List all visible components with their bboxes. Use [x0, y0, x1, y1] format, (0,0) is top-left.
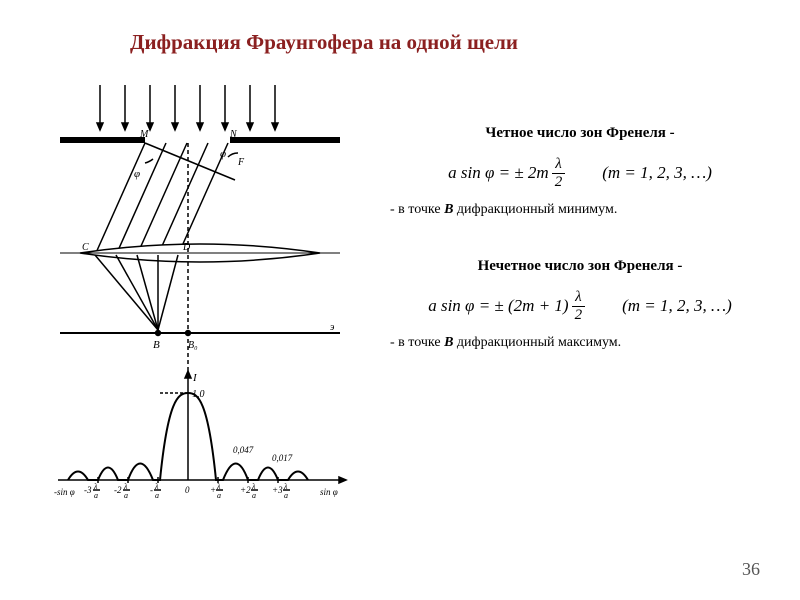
svg-text:a: a	[124, 491, 128, 500]
page-title: Дифракция Фраунгофера на одной щели	[0, 0, 800, 55]
svg-text:э: э	[330, 322, 335, 333]
svg-text:0: 0	[185, 485, 190, 495]
svg-text:-3: -3	[84, 485, 92, 495]
svg-text:a: a	[217, 491, 221, 500]
even-subtitle: Четное число зон Френеля -	[390, 125, 770, 142]
odd-subtitle: Нечетное число зон Френеля -	[390, 258, 770, 275]
svg-text:+2: +2	[240, 485, 251, 495]
even-caption: - в точке B дифракционный минимум.	[390, 202, 770, 218]
svg-text:B₀: B₀	[188, 340, 198, 351]
svg-text:0,047: 0,047	[233, 445, 254, 455]
content-region: M N F φ φ C D	[0, 55, 800, 505]
svg-text:0,017: 0,017	[272, 453, 293, 463]
odd-formula: a sin φ = ± (2m + 1) λ2 (m = 1, 2, 3, …)	[390, 289, 770, 323]
svg-text:φ: φ	[220, 148, 226, 160]
svg-text:+3: +3	[272, 485, 283, 495]
svg-text:a: a	[94, 491, 98, 500]
svg-text:1,0: 1,0	[192, 389, 205, 400]
svg-text:I: I	[192, 372, 198, 384]
svg-text:D: D	[182, 242, 191, 253]
svg-text:N: N	[229, 129, 238, 140]
svg-text:φ: φ	[134, 168, 140, 180]
svg-text:a: a	[155, 491, 159, 500]
page-number: 36	[742, 559, 760, 580]
odd-caption: - в точке B дифракционный максимум.	[390, 335, 770, 351]
svg-text:a: a	[252, 491, 256, 500]
svg-text:sin φ: sin φ	[320, 487, 338, 497]
svg-text:a: a	[284, 491, 288, 500]
diffraction-diagram: M N F φ φ C D	[40, 75, 360, 505]
even-formula: a sin φ = ± 2m λ2 (m = 1, 2, 3, …)	[390, 156, 770, 190]
svg-text:-2: -2	[114, 485, 122, 495]
svg-text:B: B	[153, 339, 160, 351]
svg-text:-sin φ: -sin φ	[54, 487, 75, 497]
svg-text:C: C	[82, 242, 89, 253]
svg-text:+: +	[210, 485, 216, 495]
svg-text:-: -	[150, 485, 153, 495]
text-block: Четное число зон Френеля - a sin φ = ± 2…	[360, 75, 770, 505]
svg-text:M: M	[139, 129, 149, 140]
svg-text:F: F	[237, 157, 245, 168]
